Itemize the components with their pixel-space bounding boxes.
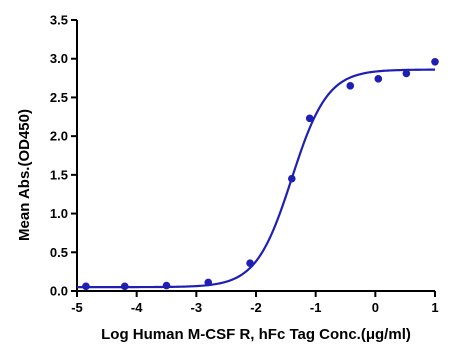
x-tick-label: -5 (71, 300, 83, 315)
data-point (120, 282, 129, 291)
y-tick-label: 2.5 (50, 90, 68, 105)
x-tick-label: 1 (431, 300, 438, 315)
data-point (431, 58, 439, 66)
data-point (305, 114, 314, 123)
data-point (346, 82, 355, 90)
plot-area: 0.0 0.5 1.0 1.5 2.0 2.5 3.0 3.5 -5 -4 -3 -2 -1 0 1 (50, 13, 439, 315)
x-tick-label: 0 (372, 300, 379, 315)
data-point (246, 259, 254, 267)
y-tick-label: 1.0 (50, 206, 68, 221)
x-tick-label: -4 (131, 300, 143, 315)
y-tick-label: 0.0 (50, 284, 68, 299)
x-axis-title: Log Human M-CSF R, hFc Tag Conc.(μg/ml) (101, 326, 411, 343)
y-axis-title: Mean Abs.(OD450) (16, 109, 33, 241)
data-point (82, 282, 90, 291)
data-point (288, 174, 296, 183)
y-tick-label: 3.0 (50, 51, 68, 66)
x-tick-label: -3 (191, 300, 203, 315)
y-tick-label: 1.5 (50, 167, 68, 182)
x-tick-label: -2 (250, 300, 262, 315)
data-point (402, 69, 411, 78)
y-tick-label: 2.0 (50, 129, 68, 144)
data-point (204, 278, 213, 287)
fit-curve (77, 68, 435, 289)
y-tick-label: 0.5 (50, 245, 68, 260)
data-point (374, 75, 383, 83)
y-tick-label: 3.5 (50, 13, 68, 28)
x-tick-label: -1 (310, 300, 322, 315)
data-point (162, 281, 171, 290)
